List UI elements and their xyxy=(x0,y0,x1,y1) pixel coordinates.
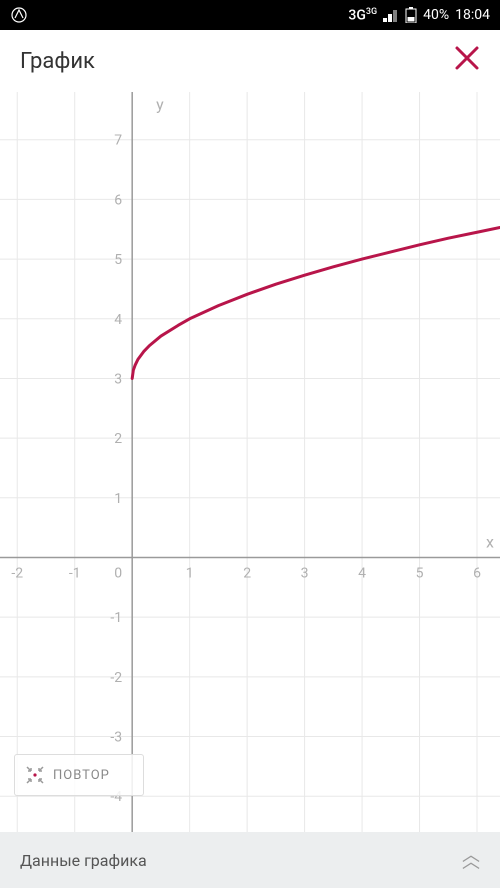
battery-percent: 40% xyxy=(423,7,449,23)
network-label: 3G3G xyxy=(348,7,377,24)
svg-text:1: 1 xyxy=(186,565,194,581)
repeat-button[interactable]: ПОВТОР xyxy=(14,754,144,796)
svg-text:7: 7 xyxy=(114,133,122,149)
close-button[interactable] xyxy=(454,45,480,77)
signal-icon xyxy=(383,8,399,22)
svg-text:4: 4 xyxy=(358,565,366,581)
svg-text:5: 5 xyxy=(114,252,122,268)
svg-text:-1: -1 xyxy=(69,565,81,581)
recenter-icon xyxy=(25,765,45,785)
svg-text:-3: -3 xyxy=(110,730,122,746)
svg-text:6: 6 xyxy=(114,192,122,208)
status-left xyxy=(10,6,28,24)
svg-text:1: 1 xyxy=(114,491,122,507)
network-sup: 3G xyxy=(366,7,377,17)
chart-svg: -2-1123456-4-3-2-112345670yx xyxy=(0,92,500,832)
svg-text:-2: -2 xyxy=(11,565,23,581)
chart-data-bar[interactable]: Данные графика ︿︿ xyxy=(0,832,500,888)
svg-text:2: 2 xyxy=(243,565,251,581)
svg-text:y: y xyxy=(156,95,164,114)
network-3g: 3G xyxy=(348,7,366,23)
status-right: 3G3G 40% 18:04 xyxy=(348,7,490,24)
svg-text:-2: -2 xyxy=(110,670,122,686)
clock: 18:04 xyxy=(455,7,490,23)
chevron-up-icon: ︿︿ xyxy=(462,851,480,869)
page-title: График xyxy=(20,49,95,74)
svg-text:-1: -1 xyxy=(110,610,122,626)
svg-text:3: 3 xyxy=(114,371,122,387)
repeat-label: ПОВТОР xyxy=(53,768,110,783)
svg-text:4: 4 xyxy=(114,312,122,328)
status-bar: 3G3G 40% 18:04 xyxy=(0,0,500,30)
app-logo-icon xyxy=(10,6,28,24)
svg-text:0: 0 xyxy=(114,565,122,581)
chart-data-label: Данные графика xyxy=(20,851,147,870)
svg-text:x: x xyxy=(486,532,494,551)
svg-text:3: 3 xyxy=(301,565,309,581)
svg-text:5: 5 xyxy=(416,565,424,581)
close-icon xyxy=(454,45,480,71)
app-header: График xyxy=(0,30,500,92)
battery-icon xyxy=(405,7,417,23)
svg-text:6: 6 xyxy=(473,565,481,581)
svg-text:2: 2 xyxy=(114,431,122,447)
